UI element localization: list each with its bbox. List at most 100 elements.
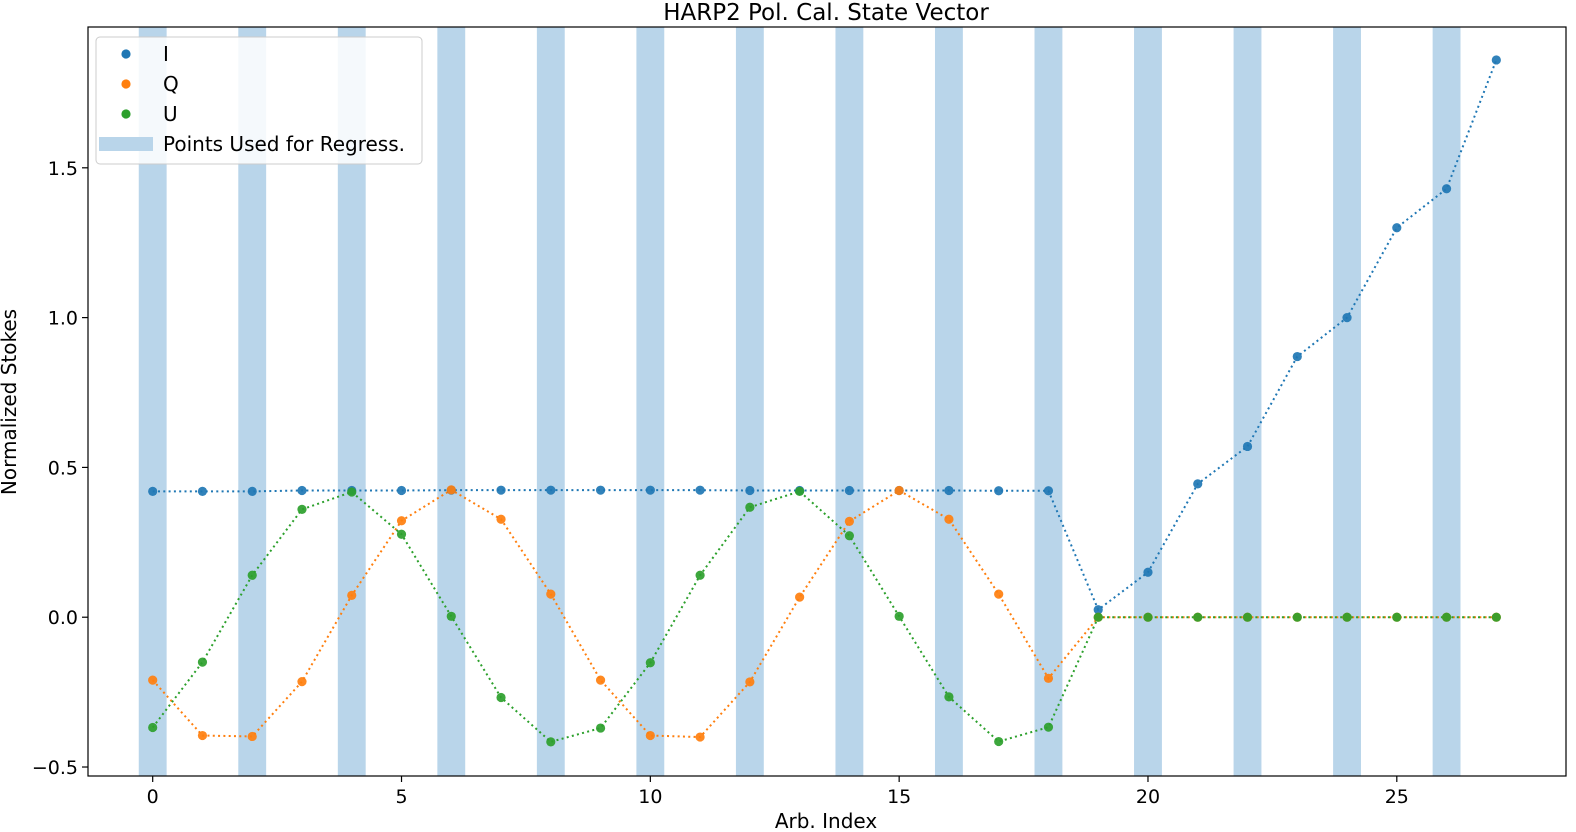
data-point-i: [994, 486, 1004, 496]
x-axis-label: Arb. Index: [775, 809, 878, 832]
data-point-i: [197, 486, 208, 496]
regression-span: [636, 27, 665, 776]
series-line-u: [151, 490, 1497, 743]
data-point-q: [546, 589, 556, 599]
data-point-u: [1392, 612, 1402, 622]
data-point-u: [1043, 722, 1054, 732]
data-point-u: [1143, 612, 1153, 622]
legend-label-u: U: [163, 102, 178, 126]
legend-label-i: I: [163, 42, 169, 66]
data-point-q: [645, 730, 655, 741]
regression-span: [1134, 27, 1162, 776]
data-point-u: [894, 611, 904, 621]
data-point-q: [496, 514, 506, 524]
data-point-u: [396, 529, 407, 539]
data-point-u: [795, 486, 805, 496]
chart-title: HARP2 Pol. Cal. State Vector: [663, 0, 989, 26]
data-point-i: [1392, 223, 1402, 233]
plot-frame: [87, 26, 1567, 777]
data-point-u: [745, 502, 755, 512]
data-point-i: [148, 486, 158, 496]
data-point-q: [944, 514, 954, 524]
data-point-q: [595, 675, 606, 685]
data-point-u: [1093, 612, 1103, 622]
data-point-i: [645, 485, 655, 495]
data-point-u: [994, 736, 1004, 747]
data-point-q: [795, 592, 805, 602]
data-point-i: [844, 485, 854, 496]
regression-span: [1432, 27, 1461, 776]
data-point-u: [595, 723, 606, 733]
data-point-u: [197, 657, 208, 667]
data-point-i: [546, 485, 556, 495]
y-tick-label: −0.5: [32, 757, 78, 779]
regression-span: [1233, 27, 1262, 776]
data-point-u: [1441, 612, 1452, 622]
series-points: [148, 55, 1501, 747]
regression-span: [437, 27, 466, 776]
regression-span: [1034, 27, 1063, 776]
data-point-q: [844, 516, 854, 526]
data-point-u: [645, 658, 655, 668]
data-point-u: [1292, 612, 1302, 622]
data-point-u: [1491, 612, 1501, 622]
data-point-q: [197, 730, 208, 741]
data-point-q: [297, 677, 307, 687]
legend-marker-i: [121, 49, 131, 59]
legend-marker-u: [121, 109, 131, 119]
data-point-q: [695, 732, 705, 742]
regression-span: [735, 27, 764, 776]
data-point-i: [1193, 479, 1203, 489]
legend-marker-q: [121, 79, 131, 89]
x-tick-label: 5: [395, 786, 407, 808]
y-tick-label: 1.0: [48, 308, 78, 330]
data-point-u: [1242, 612, 1253, 622]
data-point-i: [944, 485, 954, 496]
data-point-u: [844, 531, 854, 541]
data-point-q: [347, 590, 357, 600]
x-tick-label: 25: [1385, 786, 1409, 808]
legend-label-q: Q: [163, 72, 179, 96]
data-point-i: [396, 485, 407, 496]
data-point-u: [496, 692, 506, 703]
series-lines: [151, 59, 1498, 743]
data-point-i: [1491, 55, 1501, 65]
data-point-i: [745, 485, 755, 496]
y-tick-label: 0.5: [48, 457, 78, 479]
data-point-u: [1193, 612, 1203, 622]
regression-span: [835, 27, 864, 776]
x-tick-label: 20: [1136, 786, 1160, 808]
regression-span: [934, 27, 963, 776]
legend: IQU Points Used for Regress.: [95, 36, 423, 165]
y-axis-label: Normalized Stokes: [0, 309, 21, 495]
regression-span: [536, 27, 565, 776]
x-tick-label: 15: [887, 786, 911, 808]
y-tick-label: 0.0: [48, 607, 78, 629]
data-point-u: [148, 722, 158, 733]
x-axis-ticks: 0 5 10 15 20 25: [147, 776, 1409, 808]
data-point-q: [396, 516, 407, 526]
x-tick-label: 0: [147, 786, 159, 808]
legend-label-regression: Points Used for Regress.: [163, 132, 405, 156]
data-point-i: [297, 485, 307, 496]
data-point-i: [1292, 351, 1302, 362]
data-point-u: [944, 692, 954, 702]
data-point-u: [1342, 612, 1352, 622]
data-point-q: [745, 677, 755, 687]
legend-marker-regression: [99, 137, 153, 151]
data-point-q: [446, 485, 456, 495]
x-tick-label: 10: [638, 786, 662, 808]
regression-span: [1333, 27, 1361, 776]
data-point-q: [148, 675, 158, 685]
data-point-u: [446, 611, 456, 621]
data-point-u: [546, 737, 556, 747]
data-point-q: [247, 731, 257, 742]
data-point-i: [695, 485, 705, 495]
data-point-i: [1093, 605, 1103, 615]
data-point-q: [1043, 673, 1054, 683]
series-line-q: [151, 488, 1497, 739]
data-point-i: [247, 486, 257, 496]
data-point-q: [994, 589, 1004, 599]
data-point-i: [496, 485, 506, 495]
